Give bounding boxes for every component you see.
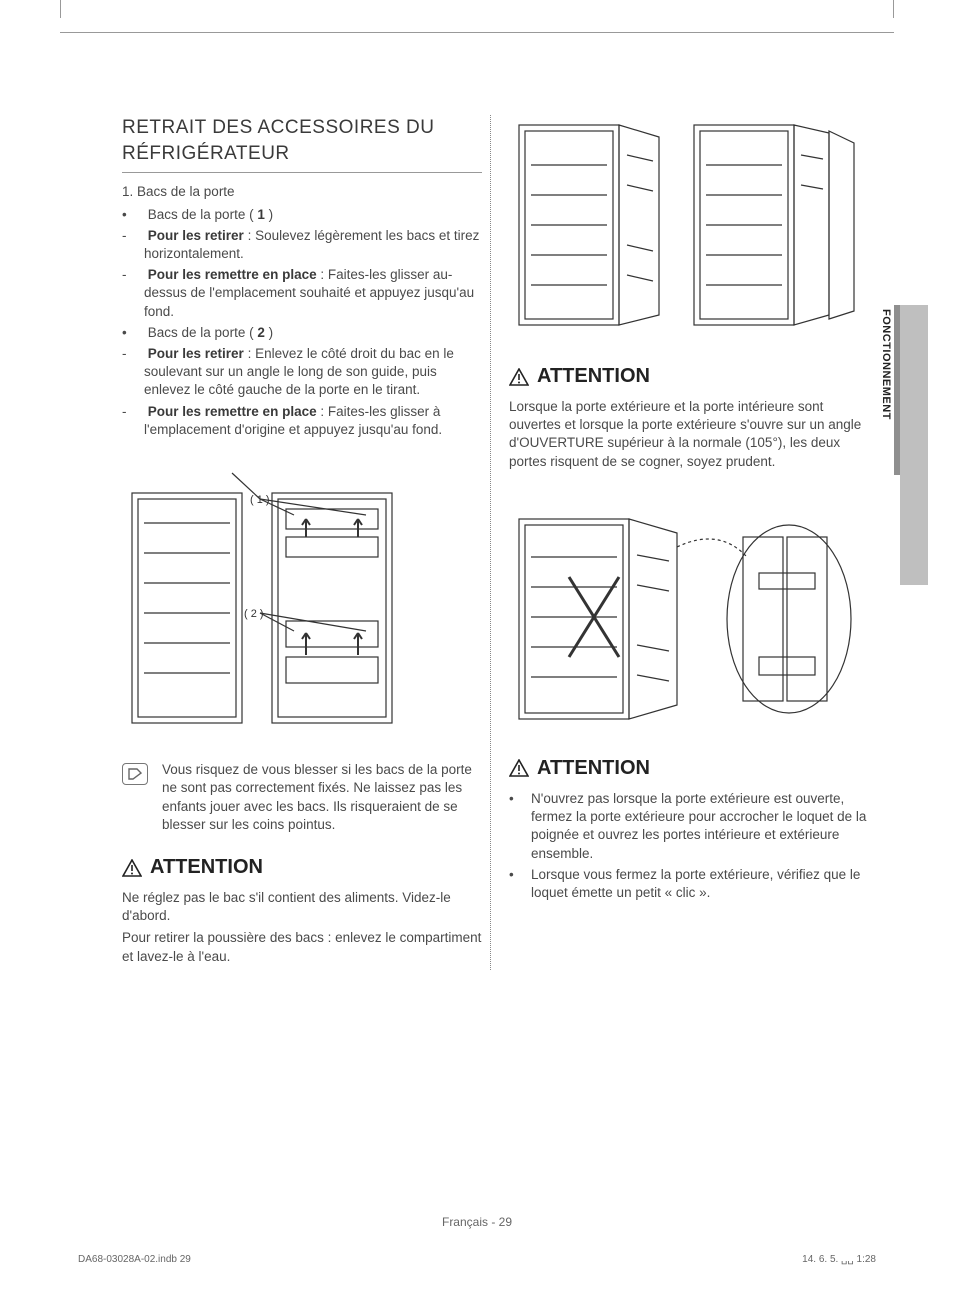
doors-open-svg: [509, 115, 859, 345]
footer-file: DA68-03028A-02.indb 29: [78, 1254, 191, 1265]
attention-r1-text: Lorsque la porte extérieure et la porte …: [509, 398, 869, 471]
warning-icon: [509, 368, 529, 386]
attention-heading-r1: ATTENTION: [509, 363, 869, 390]
num-1: 1: [257, 207, 265, 222]
footer-meta: DA68-03028A-02.indb 29 14. 6. 5. ␣␣ 1:28: [78, 1254, 876, 1265]
callout-label-2: ( 2 ): [244, 608, 264, 620]
dash-retirer-2: Pour les retirer : Enlevez le côté droit…: [122, 345, 482, 400]
text: Bacs de la porte (: [148, 207, 258, 222]
attention-heading-left: ATTENTION: [122, 854, 482, 881]
num-2: 2: [257, 325, 265, 340]
figure-doors-open: [509, 115, 869, 345]
text: ): [265, 207, 273, 222]
attention-label: ATTENTION: [150, 854, 263, 881]
left-column: RETRAIT DES ACCESSOIRES DU RÉFRIGÉRATEUR…: [122, 115, 482, 970]
attention-label: ATTENTION: [537, 363, 650, 390]
crop-mark-left: [60, 0, 61, 18]
label: Pour les remettre en place: [148, 267, 317, 282]
dash-retirer-1: Pour les retirer : Soulevez légèrement l…: [122, 227, 482, 263]
sidebar-label: FONCTIONNEMENT: [880, 309, 892, 420]
fridge-door-bins-svg: ( 1 ) ( 2 ): [122, 463, 422, 743]
label: Pour les remettre en place: [148, 404, 317, 419]
attention-r2-b1: N'ouvrez pas lorsque la porte extérieure…: [509, 790, 869, 863]
callout-label-1: ( 1 ): [250, 494, 270, 506]
crop-mark-right: [893, 0, 894, 18]
note-text: Vous risquez de vous blesser si les bacs…: [162, 761, 482, 834]
note-row: Vous risquez de vous blesser si les bacs…: [122, 761, 482, 834]
column-divider: [490, 115, 491, 970]
text: Bacs de la porte (: [148, 325, 258, 340]
bullet-bacs-1: Bacs de la porte ( 1 ): [122, 206, 482, 224]
attention-left-p1: Ne réglez pas le bac s'il contient des a…: [122, 889, 482, 925]
warning-icon: [122, 859, 142, 877]
label: Pour les retirer: [148, 346, 244, 361]
figure-door-bins: ( 1 ) ( 2 ): [122, 463, 482, 743]
dash-remettre-1: Pour les remettre en place : Faites-les …: [122, 266, 482, 321]
list-item-1: 1. Bacs de la porte: [122, 183, 482, 201]
section-title: RETRAIT DES ACCESSOIRES DU RÉFRIGÉRATEUR: [122, 115, 482, 173]
dash-remettre-2: Pour les remettre en place : Faites-les …: [122, 403, 482, 439]
attention-heading-r2: ATTENTION: [509, 755, 869, 782]
figure-door-latch: [509, 507, 869, 737]
attention-left-p2: Pour retirer la poussière des bacs : enl…: [122, 929, 482, 965]
sidebar-accent-bar: [894, 305, 900, 475]
right-column: ATTENTION Lorsque la porte extérieure et…: [509, 115, 869, 970]
attention-r2-b2: Lorsque vous fermez la porte extérieure,…: [509, 866, 869, 902]
note-icon: [122, 763, 148, 785]
door-latch-svg: [509, 507, 859, 737]
text: ): [265, 325, 273, 340]
sidebar-tab: [900, 305, 928, 585]
bullet-bacs-2: Bacs de la porte ( 2 ): [122, 324, 482, 342]
label: Pour les retirer: [148, 228, 244, 243]
footer-date: 14. 6. 5. ␣␣ 1:28: [802, 1254, 876, 1265]
warning-icon: [509, 759, 529, 777]
attention-label: ATTENTION: [537, 755, 650, 782]
footer-page-number: Français - 29: [60, 1215, 894, 1229]
page-frame: FONCTIONNEMENT RETRAIT DES ACCESSOIRES D…: [60, 32, 894, 1269]
